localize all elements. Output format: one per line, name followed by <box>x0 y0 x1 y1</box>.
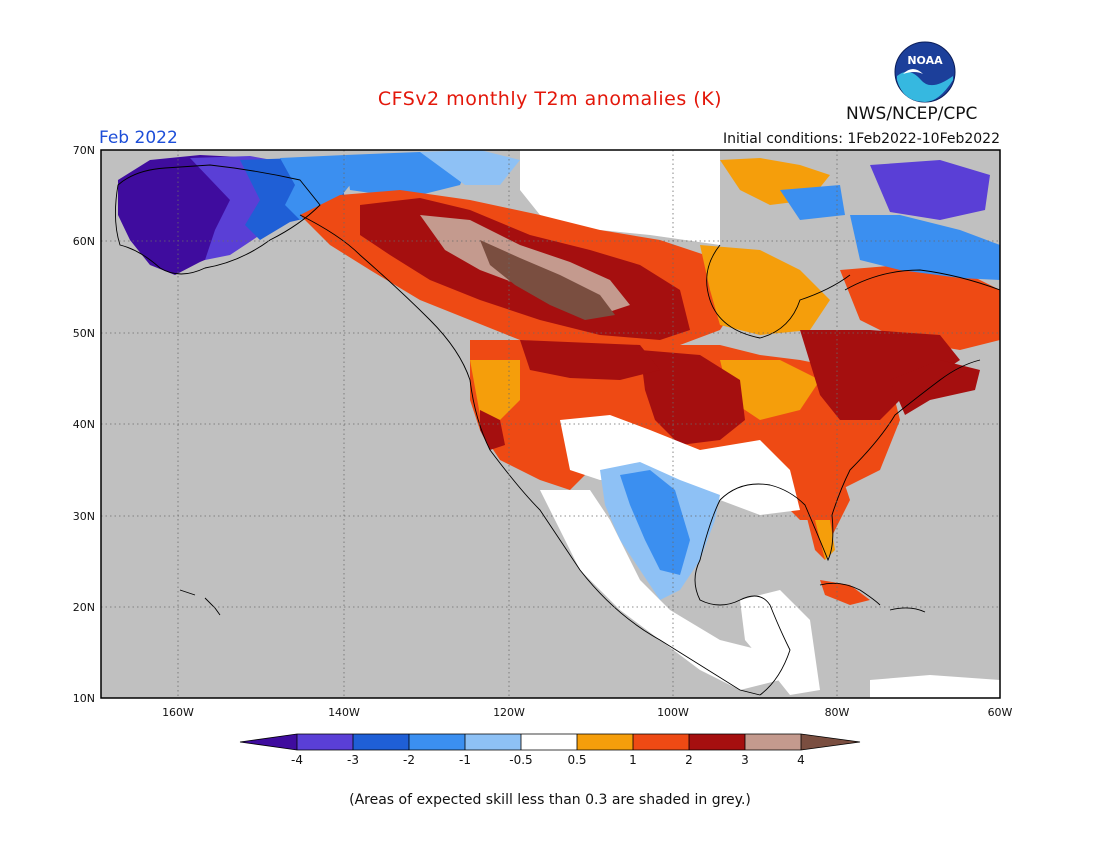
longitude-labels: 160W 140W 120W 100W 80W 60W <box>162 706 1012 719</box>
month-label: Feb 2022 <box>99 128 178 148</box>
lon-label: 140W <box>328 706 360 719</box>
lat-label: 30N <box>73 510 95 523</box>
anomaly-region <box>470 360 520 420</box>
legend-label: -0.5 <box>509 753 532 767</box>
legend-label: -1 <box>459 753 471 767</box>
legend-label: 0.5 <box>567 753 586 767</box>
legend-label: -2 <box>403 753 415 767</box>
lat-label: 70N <box>73 144 95 157</box>
anomaly-region <box>480 240 615 320</box>
anomaly-region <box>780 185 845 220</box>
lon-label: 160W <box>162 706 194 719</box>
coastlines <box>115 164 1000 696</box>
lon-label: 120W <box>493 706 525 719</box>
anomaly-region <box>420 150 520 185</box>
anomaly-region <box>815 520 835 560</box>
initial-conditions-label: Initial conditions: 1Feb2022-10Feb2022 <box>723 131 1000 147</box>
anomaly-region <box>820 580 870 605</box>
anomaly-region <box>870 675 1000 698</box>
legend-bin <box>409 734 465 750</box>
legend-label: 3 <box>741 753 749 767</box>
legend-label: -4 <box>291 753 303 767</box>
anomaly-region <box>480 410 505 450</box>
skill-footnote: (Areas of expected skill less than 0.3 a… <box>349 792 751 808</box>
chart-title: CFSv2 monthly T2m anomalies (K) <box>377 88 723 110</box>
anomaly-region <box>870 160 990 220</box>
anomaly-region <box>640 350 745 445</box>
anomaly-region <box>840 265 1000 350</box>
anomaly-region <box>850 215 1000 280</box>
lon-label: 60W <box>988 706 1013 719</box>
legend-arrow-low <box>240 734 297 750</box>
lat-label: 10N <box>73 692 95 705</box>
legend-bin <box>689 734 745 750</box>
legend-bin <box>521 734 577 750</box>
legend-bin <box>745 734 801 750</box>
graticule <box>101 150 1000 698</box>
anomaly-region <box>540 490 780 690</box>
map-frame <box>100 149 1001 699</box>
legend-bin <box>297 734 353 750</box>
legend-label: -3 <box>347 753 359 767</box>
lat-label: 40N <box>73 418 95 431</box>
anomaly-region <box>720 360 820 420</box>
lat-label: 50N <box>73 327 95 340</box>
agency-label: NWS/NCEP/CPC <box>846 104 978 124</box>
color-legend: -4 -3 -2 -1 -0.5 0.5 1 2 3 4 <box>239 733 861 767</box>
anomaly-field <box>118 150 1000 698</box>
anomaly-region <box>560 415 800 515</box>
anomaly-region <box>700 245 830 335</box>
legend-bin <box>633 734 689 750</box>
legend-bin <box>465 734 521 750</box>
anomaly-region <box>620 470 690 575</box>
lat-label: 20N <box>73 601 95 614</box>
lon-label: 100W <box>657 706 689 719</box>
anomaly-region <box>800 330 960 420</box>
anomaly-region <box>740 590 820 695</box>
latitude-labels: 70N 60N 50N 40N 30N 20N 10N <box>73 144 95 705</box>
anomaly-region <box>800 460 850 560</box>
legend-bin <box>353 734 409 750</box>
legend-label: 4 <box>797 753 805 767</box>
noaa-logo: NOAA <box>894 41 956 103</box>
lon-label: 80W <box>825 706 850 719</box>
lat-label: 60N <box>73 235 95 248</box>
legend-label: 2 <box>685 753 693 767</box>
legend-arrow-high <box>801 734 860 750</box>
legend-bin <box>577 734 633 750</box>
anomaly-region <box>520 340 660 380</box>
anomaly-region <box>520 150 720 245</box>
noaa-logo-text: NOAA <box>907 54 943 67</box>
legend-label: 1 <box>629 753 637 767</box>
